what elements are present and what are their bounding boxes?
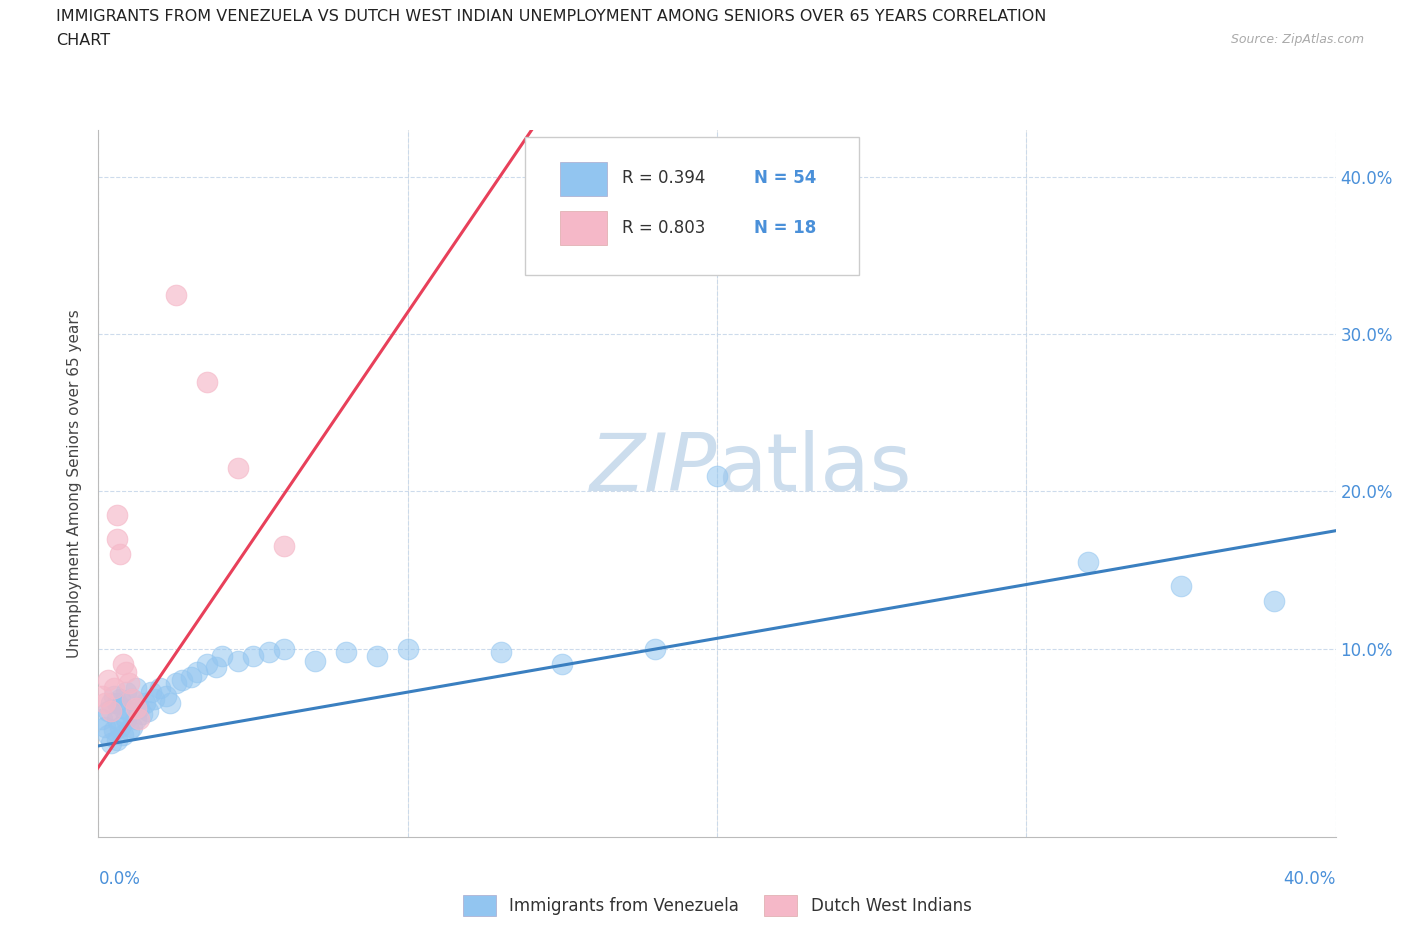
Point [489, 644, 512, 659]
Point [149, 681, 172, 696]
Point [121, 720, 143, 735]
Point [186, 665, 208, 680]
Point [1170, 578, 1192, 593]
Point [108, 547, 131, 562]
Point [205, 660, 228, 675]
Point [136, 704, 159, 719]
Point [93, 720, 115, 735]
Point [97, 704, 120, 719]
Point [396, 641, 419, 656]
Point [115, 711, 138, 726]
Text: 0.0%: 0.0% [98, 870, 141, 887]
Point [124, 711, 146, 726]
Point [112, 657, 135, 671]
Text: IMMIGRANTS FROM VENEZUELA VS DUTCH WEST INDIAN UNEMPLOYMENT AMONG SENIORS OVER 6: IMMIGRANTS FROM VENEZUELA VS DUTCH WEST … [56, 9, 1046, 24]
Point [103, 723, 125, 737]
Point [273, 539, 295, 554]
Point [115, 665, 138, 680]
Text: N = 54: N = 54 [754, 169, 817, 187]
FancyBboxPatch shape [560, 211, 607, 246]
Text: Source: ZipAtlas.com: Source: ZipAtlas.com [1230, 33, 1364, 46]
Point [105, 732, 128, 747]
Point [115, 685, 138, 700]
Text: ZIP: ZIP [589, 431, 717, 509]
Point [139, 685, 162, 700]
Point [366, 649, 388, 664]
Point [105, 711, 128, 726]
Point [644, 641, 666, 656]
Point [118, 723, 141, 737]
Y-axis label: Unemployment Among Seniors over 65 years: Unemployment Among Seniors over 65 years [67, 310, 83, 658]
Point [103, 681, 125, 696]
Point [131, 707, 153, 722]
Point [108, 691, 131, 706]
Point [211, 649, 233, 664]
Point [121, 691, 143, 706]
Point [90, 688, 112, 703]
Point [257, 644, 280, 659]
Point [108, 720, 131, 735]
Point [134, 696, 156, 711]
Point [273, 641, 295, 656]
Point [226, 460, 249, 475]
FancyBboxPatch shape [560, 162, 607, 196]
Point [118, 675, 141, 690]
Point [195, 374, 218, 389]
Point [1263, 594, 1285, 609]
Text: 40.0%: 40.0% [1284, 870, 1336, 887]
Point [242, 649, 264, 664]
Point [226, 654, 249, 669]
Point [124, 701, 146, 716]
Point [118, 704, 141, 719]
Point [304, 654, 326, 669]
Point [100, 736, 122, 751]
Point [97, 672, 120, 687]
FancyBboxPatch shape [526, 138, 859, 275]
Point [1077, 554, 1099, 569]
Text: R = 0.394: R = 0.394 [621, 169, 706, 187]
Point [112, 701, 135, 716]
Point [155, 688, 177, 703]
Text: CHART: CHART [56, 33, 110, 47]
Text: R = 0.803: R = 0.803 [621, 219, 706, 237]
Point [124, 681, 146, 696]
Point [335, 644, 357, 659]
Point [93, 696, 115, 711]
Point [551, 657, 574, 671]
Point [90, 711, 112, 726]
Point [170, 672, 193, 687]
Point [100, 704, 122, 719]
Point [706, 469, 728, 484]
Text: N = 18: N = 18 [754, 219, 817, 237]
Point [105, 531, 128, 546]
Point [97, 727, 120, 742]
Point [103, 688, 125, 703]
Point [159, 696, 181, 711]
Point [165, 287, 187, 302]
Text: atlas: atlas [717, 431, 911, 509]
Point [105, 508, 128, 523]
Point [143, 691, 166, 706]
Point [105, 696, 128, 711]
Point [128, 701, 150, 716]
Point [195, 657, 218, 671]
Point [128, 711, 150, 726]
Point [180, 670, 202, 684]
Legend: Immigrants from Venezuela, Dutch West Indians: Immigrants from Venezuela, Dutch West In… [454, 887, 980, 924]
Point [100, 696, 122, 711]
Point [165, 675, 187, 690]
Point [112, 727, 135, 742]
Point [121, 691, 143, 706]
